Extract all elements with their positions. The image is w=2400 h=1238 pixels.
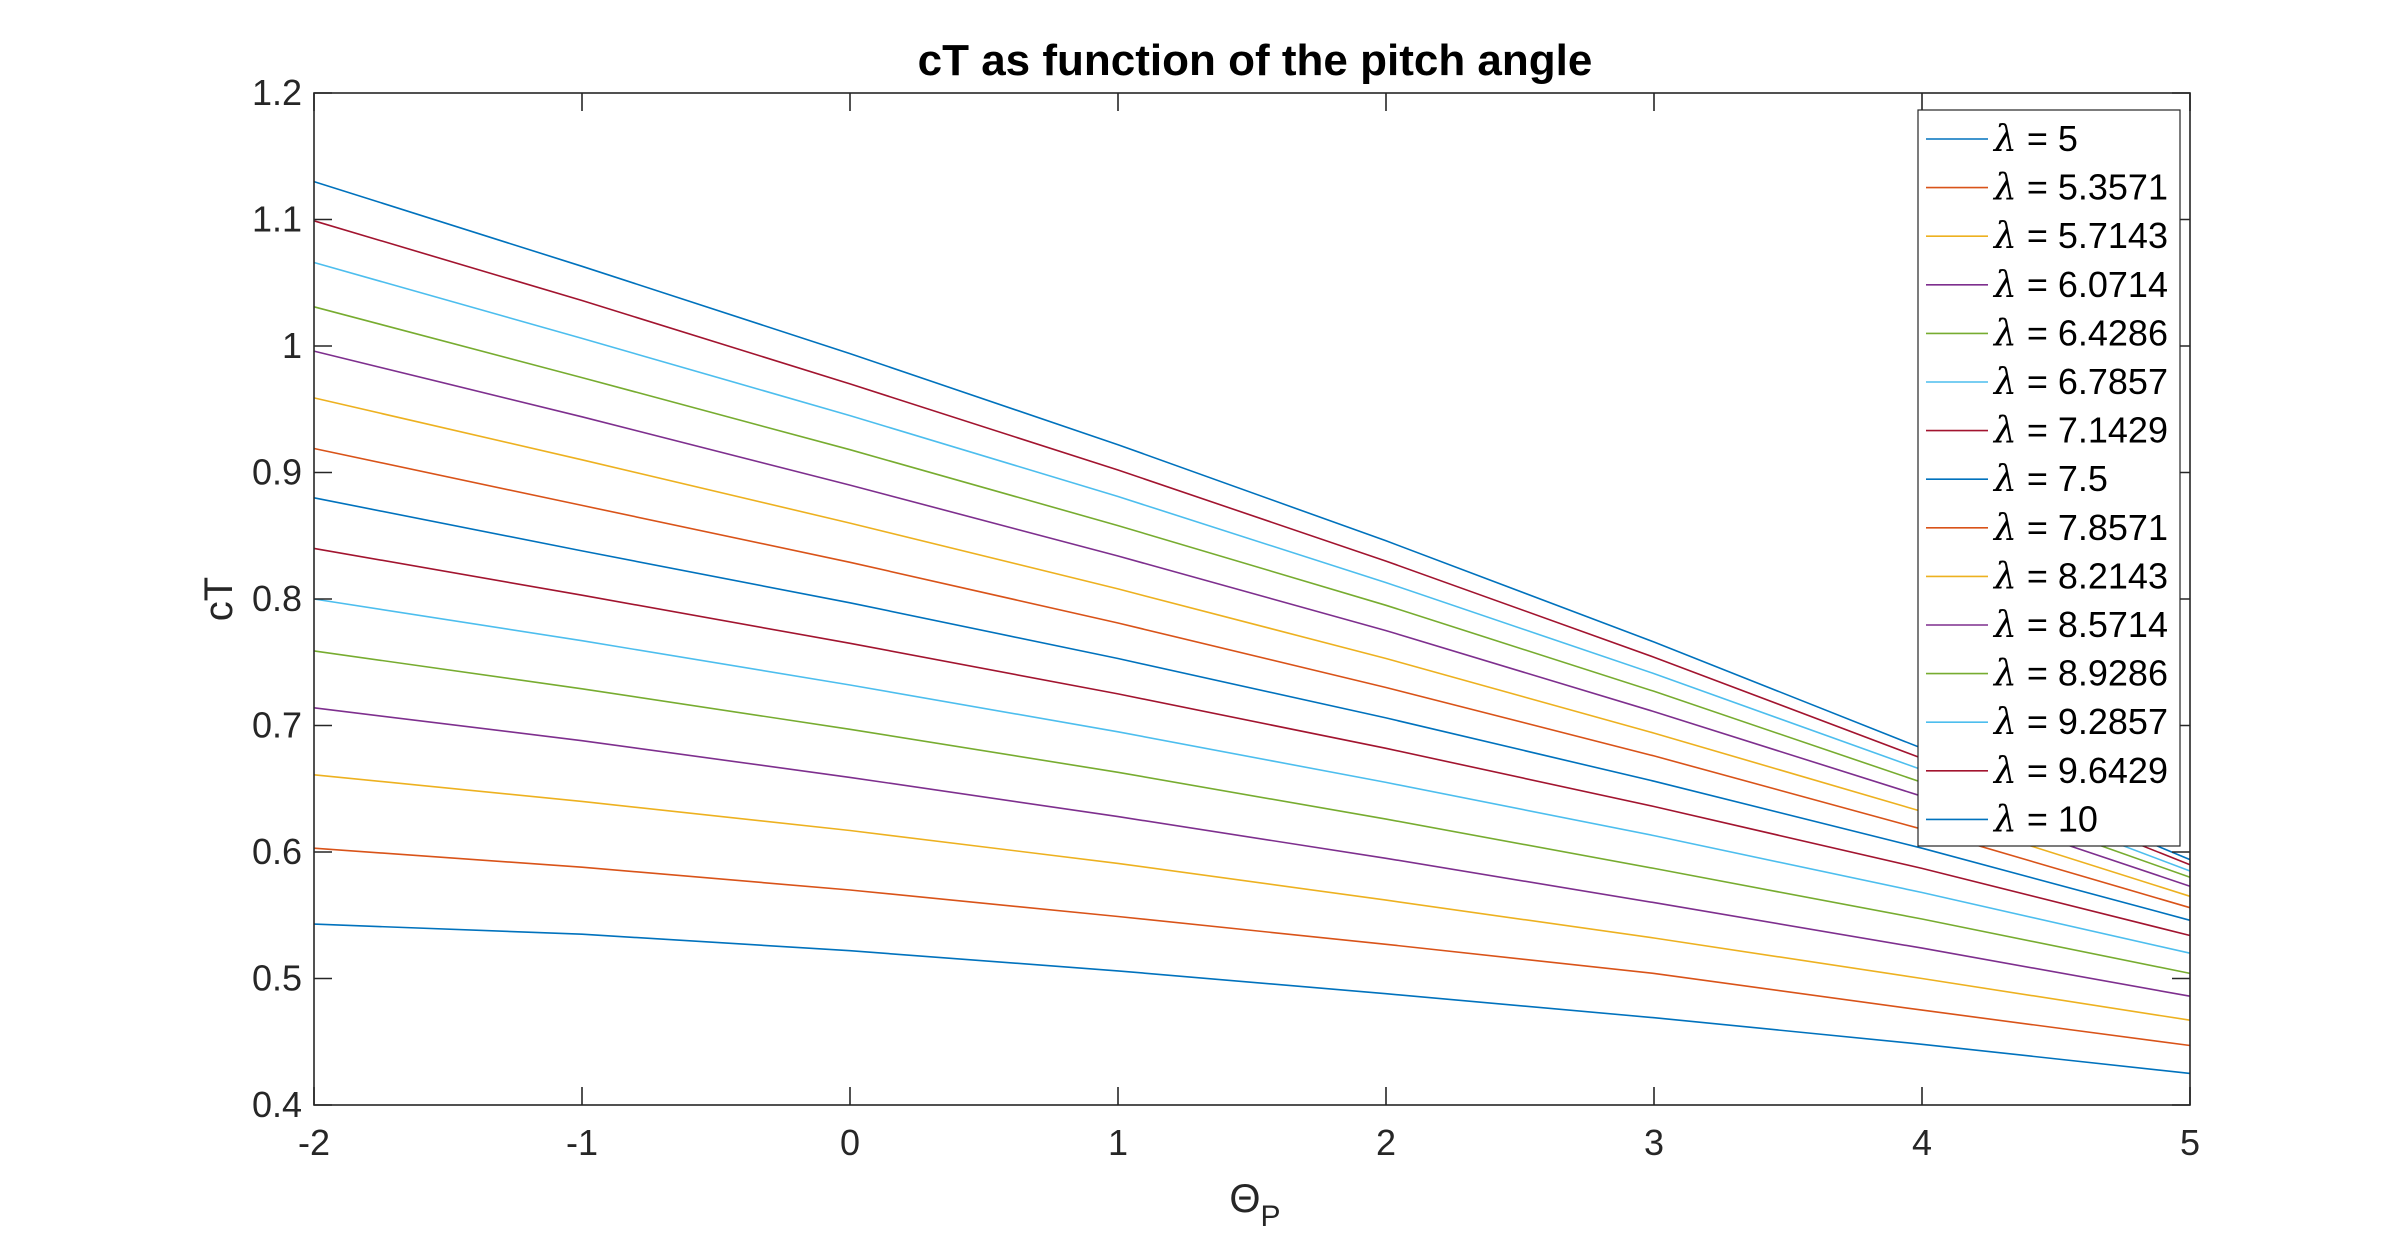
series-line-15	[313, 180, 2191, 861]
series-line-4	[313, 707, 2191, 997]
legend-entries: λ = 5 λ = 5.3571 λ = 5.7143 λ = 6.0714 λ = 6…	[1926, 118, 2168, 840]
legend-label-7: λ = 7.1429	[1992, 410, 2168, 452]
legend-label-13: λ = 9.2857	[1992, 701, 2168, 743]
series-line-13	[313, 261, 2191, 872]
x-tick-label: 4	[1912, 1122, 1932, 1163]
x-tick-label: 3	[1644, 1122, 1664, 1163]
series-line-2	[313, 847, 2191, 1047]
series-line-11	[313, 350, 2191, 887]
y-tick-label: 0.8	[252, 578, 302, 619]
series-line-3	[313, 774, 2191, 1021]
y-tick-label: 0.5	[252, 958, 302, 999]
plot-area	[314, 93, 2190, 1105]
y-tick-label: 0.9	[252, 452, 302, 493]
legend-label-3: λ = 5.7143	[1992, 215, 2168, 257]
legend-label-11: λ = 8.5714	[1992, 604, 2168, 646]
series-line-10	[313, 397, 2191, 898]
legend-box	[1917, 109, 2181, 847]
x-tick-label: 5	[2180, 1122, 2200, 1163]
legend-label-1: λ = 5	[1992, 118, 2078, 160]
x-tick-label: 0	[840, 1122, 860, 1163]
legend-label-12: λ = 8.9286	[1992, 653, 2168, 695]
y-tick-label: 1.1	[252, 199, 302, 240]
legend-label-6: λ = 6.7857	[1992, 361, 2168, 403]
x-axis-label: ΘP	[1229, 1177, 1280, 1233]
y-axis-label: cT	[197, 577, 241, 621]
series-layer	[313, 180, 2191, 1075]
x-tick-label: 2	[1376, 1122, 1396, 1163]
series-line-12	[313, 306, 2191, 879]
series-line-5	[313, 650, 2191, 975]
series-line-6	[313, 598, 2191, 954]
series-line-8	[313, 497, 2191, 922]
series-line-14	[313, 220, 2191, 866]
legend-label-5: λ = 6.4286	[1992, 312, 2168, 354]
y-tick-label: 0.4	[252, 1084, 302, 1125]
y-tick-label: 0.7	[252, 705, 302, 746]
legend-label-10: λ = 8.2143	[1992, 555, 2168, 597]
legend-label-8: λ = 7.5	[1992, 458, 2108, 500]
series-line-9	[313, 447, 2191, 909]
legend-label-9: λ = 7.8571	[1992, 507, 2168, 549]
x-axis-label-subscript: P	[1261, 1200, 1281, 1233]
y-tick-label: 1.2	[252, 72, 302, 113]
x-tick-label: -2	[298, 1122, 330, 1163]
y-tick-label: 0.6	[252, 831, 302, 872]
legend-label-15: λ = 10	[1992, 798, 2098, 840]
y-tick-label: 1	[282, 325, 302, 366]
legend-label-4: λ = 6.0714	[1992, 264, 2168, 306]
chart-title: cT as function of the pitch angle	[918, 36, 1593, 85]
x-axis-label-main: Θ	[1229, 1177, 1260, 1221]
legend-label-14: λ = 9.6429	[1992, 750, 2168, 792]
tick-layer: -2 -1 0 1 2 3 4 5 0.4 0.5 0.6 0.7 0.8 0.9 1 1.1 1.2	[252, 72, 2200, 1163]
series-line-7	[313, 547, 2191, 937]
legend-label-2: λ = 5.3571	[1992, 167, 2168, 209]
series-line-1	[313, 923, 2191, 1075]
x-tick-label: -1	[566, 1122, 598, 1163]
legend: λ = 5 λ = 5.3571 λ = 5.7143 λ = 6.0714 λ = 6…	[1917, 109, 2181, 847]
x-tick-label: 1	[1108, 1122, 1128, 1163]
